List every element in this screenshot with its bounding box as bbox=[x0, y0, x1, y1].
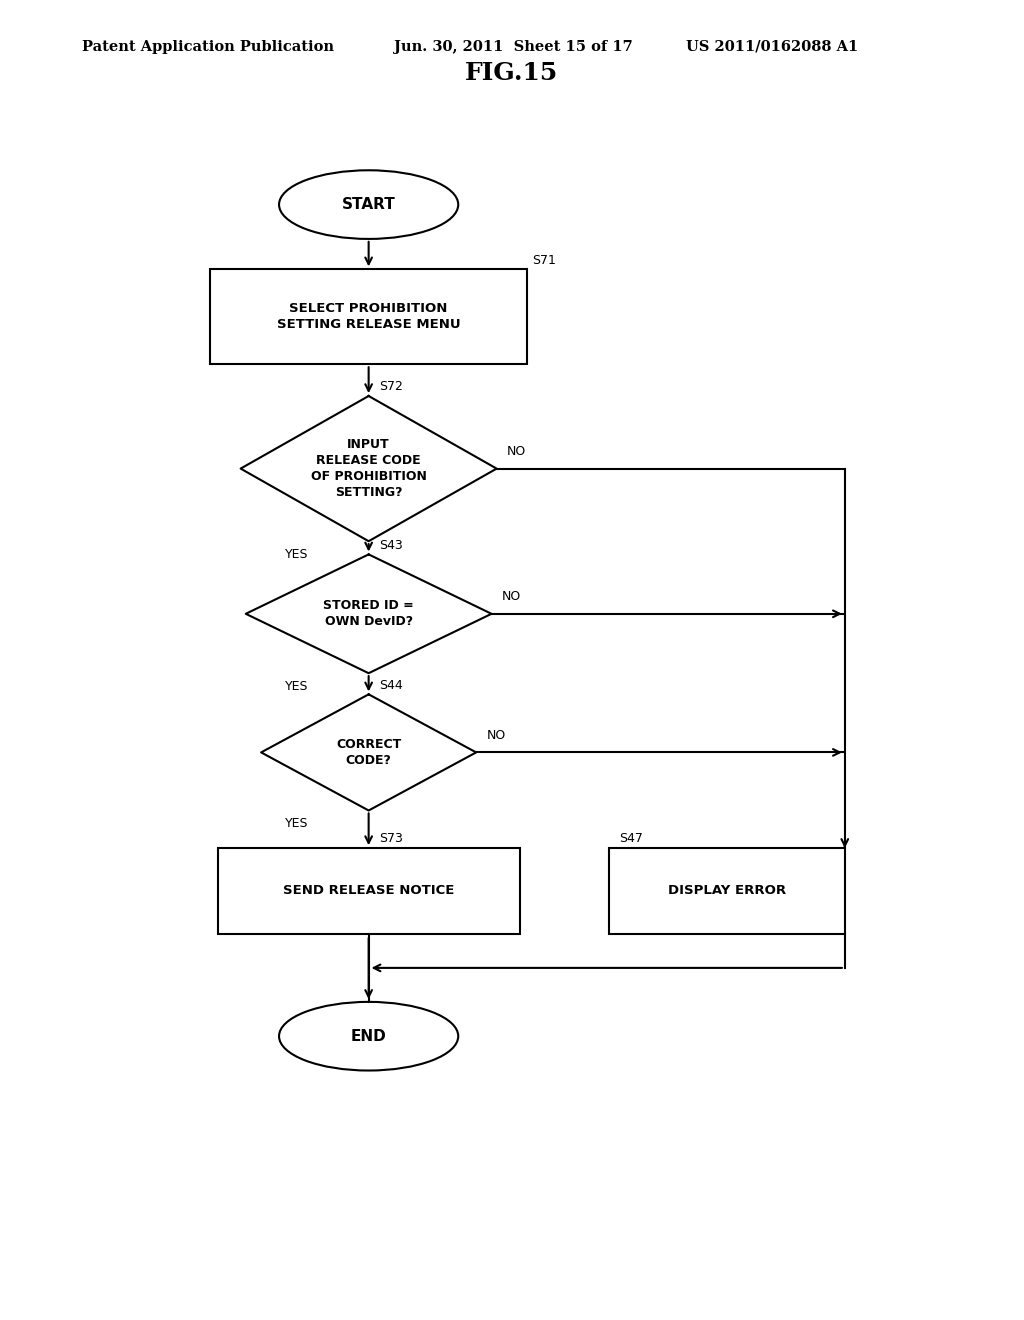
Bar bbox=[217, 849, 519, 935]
Text: S71: S71 bbox=[532, 253, 556, 267]
Text: US 2011/0162088 A1: US 2011/0162088 A1 bbox=[686, 40, 858, 54]
Text: INPUT
RELEASE CODE
OF PROHIBITION
SETTING?: INPUT RELEASE CODE OF PROHIBITION SETTIN… bbox=[310, 438, 427, 499]
Text: NO: NO bbox=[502, 590, 521, 603]
Bar bbox=[210, 269, 527, 364]
Text: STORED ID =
OWN DevID?: STORED ID = OWN DevID? bbox=[324, 599, 414, 628]
Text: S73: S73 bbox=[379, 833, 402, 845]
Bar bbox=[609, 849, 845, 935]
Text: YES: YES bbox=[286, 680, 308, 693]
Text: YES: YES bbox=[286, 548, 308, 561]
Text: S72: S72 bbox=[379, 380, 402, 393]
Text: YES: YES bbox=[286, 817, 308, 830]
Text: NO: NO bbox=[507, 445, 526, 458]
Text: START: START bbox=[342, 197, 395, 213]
Text: NO: NO bbox=[486, 729, 506, 742]
Text: DISPLAY ERROR: DISPLAY ERROR bbox=[668, 884, 786, 898]
Text: S43: S43 bbox=[379, 539, 402, 552]
Text: FIG.15: FIG.15 bbox=[465, 61, 559, 84]
Text: SELECT PROHIBITION
SETTING RELEASE MENU: SELECT PROHIBITION SETTING RELEASE MENU bbox=[276, 302, 461, 331]
Text: CORRECT
CODE?: CORRECT CODE? bbox=[336, 738, 401, 767]
Text: S47: S47 bbox=[620, 833, 643, 845]
Text: SEND RELEASE NOTICE: SEND RELEASE NOTICE bbox=[283, 884, 455, 898]
Text: Patent Application Publication: Patent Application Publication bbox=[82, 40, 334, 54]
Text: Jun. 30, 2011  Sheet 15 of 17: Jun. 30, 2011 Sheet 15 of 17 bbox=[394, 40, 633, 54]
Text: S44: S44 bbox=[379, 678, 402, 692]
Text: END: END bbox=[351, 1028, 386, 1044]
